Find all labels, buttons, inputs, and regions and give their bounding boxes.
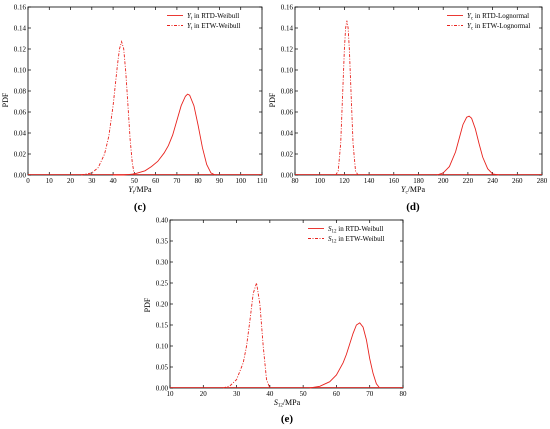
x-tick-label: 20 (67, 177, 75, 185)
y-axis-label: PDF (143, 297, 152, 312)
y-tick-label: 0.16 (281, 3, 294, 11)
y-tick-label: 0.10 (14, 66, 27, 74)
x-tick-label: 260 (512, 177, 523, 185)
plot-frame (169, 219, 404, 389)
y-tick-label: 0.06 (281, 108, 294, 116)
x-tick-label: 220 (463, 177, 474, 185)
y-tick-label: 0.08 (281, 87, 294, 95)
series-line-etw (335, 20, 359, 176)
x-tick-label: 180 (413, 177, 424, 185)
x-tick-label: 30 (88, 177, 96, 185)
x-tick-label: 200 (438, 177, 449, 185)
panel-label: (e) (281, 413, 294, 425)
y-tick-label: 0.35 (156, 237, 169, 245)
chart-panel-3: 10 20 30 40 50 60 70 80 0.00 0.05 0.10 0.15 0.20 0.25… (143, 216, 407, 425)
y-tick-label: 0.04 (281, 129, 294, 137)
x-tick-label: 60 (152, 177, 160, 185)
series-line-rtd (309, 322, 381, 389)
x-tick-label: 50 (300, 390, 308, 398)
y-tick-label: 0.15 (156, 321, 169, 329)
x-tick-label: 80 (292, 177, 300, 185)
x-tick-label: 120 (339, 177, 350, 185)
x-tick-label: 80 (400, 390, 408, 398)
y-tick-label: 0.16 (14, 3, 27, 11)
panel-label: (d) (406, 201, 420, 213)
series-line-etw (223, 282, 271, 389)
y-tick-label: 0.02 (281, 150, 294, 158)
y-tick-label: 0.00 (281, 171, 294, 179)
series-line-rtd (436, 115, 499, 176)
y-tick-label: 0.12 (281, 45, 294, 53)
legend-entry: S12 in ETW-Weibull (328, 235, 385, 245)
x-tick-label: 240 (487, 177, 498, 185)
legend-entry: Yc in RTD-Lognormal (467, 12, 529, 22)
x-axis-label: S12/MPa (274, 398, 301, 409)
legend-entry: Yt in ETW-Weibull (187, 22, 240, 32)
plot-frame (27, 6, 263, 176)
y-tick-label: 0.30 (156, 258, 169, 266)
panel-label: (c) (134, 201, 147, 213)
legend-entry: Yc in ETW-Lognormal (467, 22, 530, 32)
x-tick-label: 160 (389, 177, 400, 185)
x-tick-label: 0 (26, 177, 30, 185)
x-tick-label: 20 (200, 390, 208, 398)
x-tick-label: 70 (173, 177, 181, 185)
y-tick-label: 0.14 (14, 24, 27, 32)
y-axis-label: PDF (268, 92, 277, 107)
x-tick-label: 80 (195, 177, 203, 185)
y-tick-label: 0.40 (156, 216, 169, 224)
x-tick-label: 280 (537, 177, 548, 185)
y-tick-label: 0.10 (156, 342, 169, 350)
y-tick-label: 0.04 (14, 129, 27, 137)
x-tick-label: 90 (216, 177, 224, 185)
legend-entry: Yt in RTD-Weibull (187, 12, 239, 22)
x-tick-label: 140 (364, 177, 375, 185)
y-tick-label: 0.00 (14, 171, 27, 179)
x-tick-label: 100 (235, 177, 246, 185)
x-tick-label: 10 (46, 177, 54, 185)
x-tick-label: 110 (257, 177, 268, 185)
x-axis-label: Yt/MPa (128, 185, 152, 196)
series-line-etw (81, 40, 135, 176)
x-tick-label: 60 (333, 390, 341, 398)
x-tick-label: 70 (366, 390, 374, 398)
y-tick-label: 0.12 (14, 45, 27, 53)
y-axis-label: PDF (1, 92, 10, 107)
y-tick-label: 0.06 (14, 108, 27, 116)
y-tick-label: 0.02 (14, 150, 27, 158)
legend-entry: S12 in RTD-Weibull (328, 225, 383, 235)
x-tick-label: 40 (266, 390, 274, 398)
y-tick-label: 0.14 (281, 24, 294, 32)
y-tick-label: 0.20 (156, 300, 169, 308)
y-tick-label: 0.10 (281, 66, 294, 74)
series-line-rtd (113, 93, 216, 176)
y-tick-label: 0.05 (156, 363, 169, 371)
y-tick-label: 0.00 (156, 384, 169, 392)
chart-panel-2: 80 100 120 140 160 180 200 220 240 260 280 0.00 0.02… (268, 3, 548, 213)
x-tick-label: 10 (167, 390, 175, 398)
plot-frame (294, 6, 543, 176)
x-tick-label: 100 (314, 177, 325, 185)
y-tick-label: 0.08 (14, 87, 27, 95)
x-tick-label: 50 (131, 177, 139, 185)
chart-panel-1: 0 10 20 30 40 50 60 70 80 90 100 110 0.00 0.02 0.04 0.0… (1, 3, 268, 213)
x-tick-label: 40 (110, 177, 118, 185)
x-tick-label: 30 (233, 390, 241, 398)
y-tick-label: 0.25 (156, 279, 169, 287)
x-axis-label: Yc/MPa (401, 185, 425, 196)
